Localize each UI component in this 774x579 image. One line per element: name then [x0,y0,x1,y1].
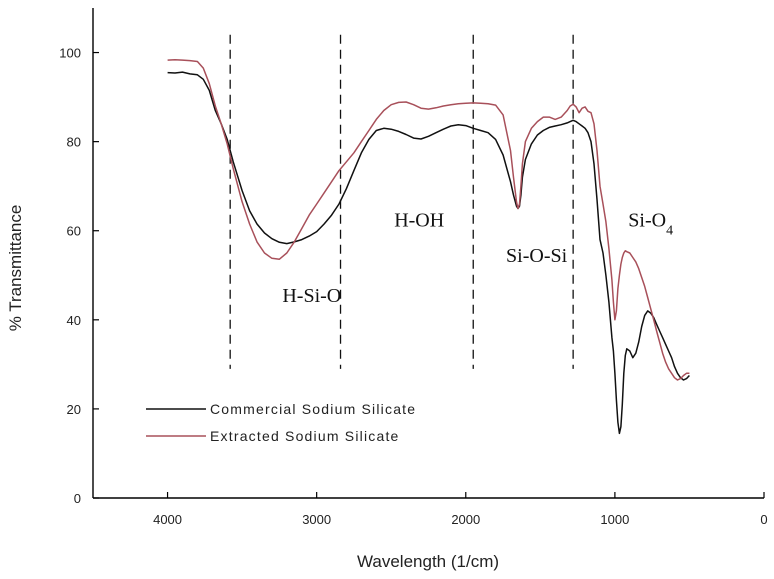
x-axis-title: Wavelength (1/cm) [357,552,499,571]
x-tick-label: 4000 [153,512,182,527]
series-line-extracted [167,58,690,381]
annotation-label: H-Si-O [282,285,341,307]
axes: 0 20 40 60 80 100 4000 3000 2000 1000 0 [59,8,768,527]
plot-area: H-Si-O H-OH Si-O-Si Si-O4 [167,34,690,435]
x-tick-label: 2000 [451,512,480,527]
legend-label-extracted: Extracted Sodium Silicate [210,428,400,444]
x-tick-label: 0 [760,512,767,527]
x-tick-label: 3000 [302,512,331,527]
annotation-label: Si-O4 [628,209,673,238]
y-tick-label: 0 [74,491,81,506]
series-line-commercial [167,71,690,435]
y-tick-label: 20 [67,402,81,417]
x-tick-label: 1000 [600,512,629,527]
annotation-label: H-OH [394,209,444,231]
y-tick-label: 80 [67,135,81,150]
legend-label-commercial: Commercial Sodium Silicate [210,401,416,417]
y-tick-label: 40 [67,313,81,328]
y-tick-label: 100 [59,46,81,61]
y-axis-title: % Transmittance [6,205,25,332]
annotation-label: Si-O-Si [506,245,568,267]
y-tick-label: 60 [67,224,81,239]
legend: Commercial Sodium Silicate Extracted Sod… [146,401,416,444]
